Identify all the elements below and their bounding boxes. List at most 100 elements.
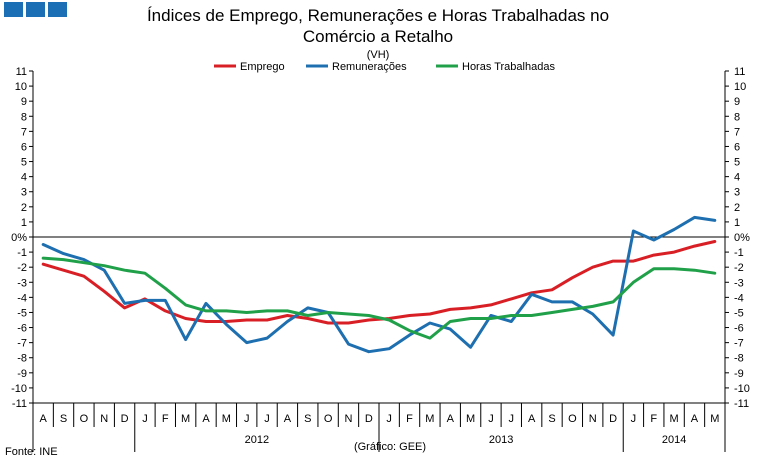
month-label: J xyxy=(142,413,148,425)
month-label: O xyxy=(568,413,577,425)
y-tick-label: -1 xyxy=(17,247,27,259)
year-label: 2014 xyxy=(662,434,686,446)
y-tick-label: -7 xyxy=(17,338,27,350)
y-tick-label: 11 xyxy=(16,66,27,78)
month-label: F xyxy=(162,413,169,425)
y-tick-label-right: -4 xyxy=(734,292,744,304)
month-label: A xyxy=(40,413,48,425)
y-tick-label-right: 0% xyxy=(734,232,750,244)
logo-block-3 xyxy=(48,2,67,17)
month-label: D xyxy=(365,413,373,425)
credit-note: (Gráfico: GEE) xyxy=(354,441,426,453)
month-label: M xyxy=(181,413,190,425)
y-tick-label: 4 xyxy=(21,172,27,184)
month-label: F xyxy=(650,413,657,425)
y-tick-label-right: -8 xyxy=(734,353,744,365)
logo-blocks xyxy=(4,2,67,17)
y-tick-label: 2 xyxy=(21,202,27,214)
month-label: D xyxy=(609,413,617,425)
month-label: F xyxy=(406,413,413,425)
month-label: M xyxy=(466,413,475,425)
chart-subtitle: (VH) xyxy=(367,49,390,61)
series-line-emprego xyxy=(41,240,717,325)
year-label: 2013 xyxy=(489,434,513,446)
logo-block-1 xyxy=(4,2,23,17)
month-label: J xyxy=(631,413,637,425)
y-tick-label-right: 1 xyxy=(734,217,740,229)
y-tick-label: 7 xyxy=(21,126,27,138)
month-label: S xyxy=(60,413,67,425)
chart-title-line2: Comércio a Retalho xyxy=(303,27,453,46)
y-tick-label: -5 xyxy=(17,307,27,319)
y-tick-label: -4 xyxy=(17,292,27,304)
month-label: M xyxy=(425,413,434,425)
y-tick-label: 5 xyxy=(21,157,27,169)
month-label: M xyxy=(670,413,679,425)
series-line-horas-trabalhadas xyxy=(41,256,717,340)
y-tick-label: -6 xyxy=(17,323,27,335)
y-tick-label: 10 xyxy=(15,81,27,93)
y-tick-label-right: 7 xyxy=(734,126,740,138)
month-label: S xyxy=(304,413,311,425)
y-tick-label-right: 8 xyxy=(734,111,740,123)
y-tick-label: 6 xyxy=(21,141,27,153)
month-label: J xyxy=(244,413,250,425)
y-tick-label: 8 xyxy=(21,111,27,123)
y-tick-label-right: 10 xyxy=(734,81,746,93)
month-label: A xyxy=(284,413,292,425)
series-group xyxy=(41,215,717,354)
legend-label: Remunerações xyxy=(332,61,407,73)
y-tick-label: 3 xyxy=(21,187,27,199)
legend-label: Emprego xyxy=(240,61,285,73)
y-tick-label: 1 xyxy=(21,217,27,229)
y-tick-label-right: -2 xyxy=(734,262,744,274)
month-label: N xyxy=(344,413,352,425)
y-tick-label-right: -9 xyxy=(734,368,744,380)
y-tick-label-right: 9 xyxy=(734,96,740,108)
y-tick-label-right: 2 xyxy=(734,202,740,214)
month-label: O xyxy=(324,413,333,425)
month-label: A xyxy=(447,413,455,425)
month-label: A xyxy=(691,413,699,425)
month-label: N xyxy=(100,413,108,425)
month-label: N xyxy=(589,413,597,425)
series-line-remunerações xyxy=(41,215,717,354)
legend: Emprego Remunerações Horas Trabalhadas xyxy=(214,61,555,73)
source-note: Fonte: INE xyxy=(5,446,58,458)
y-tick-label: -3 xyxy=(17,277,27,289)
month-label: A xyxy=(202,413,210,425)
month-label: J xyxy=(386,413,392,425)
y-tick-label-right: -7 xyxy=(734,338,744,350)
y-tick-label-right: -1 xyxy=(734,247,744,259)
y-tick-label-right: 4 xyxy=(734,172,740,184)
legend-label: Horas Trabalhadas xyxy=(462,61,555,73)
month-label: M xyxy=(710,413,719,425)
logo-block-2 xyxy=(26,2,45,17)
month-label: J xyxy=(264,413,270,425)
y-tick-label-right: -10 xyxy=(734,383,750,395)
chart-title-line1: Índices de Emprego, Remunerações e Horas… xyxy=(147,6,609,25)
y-tick-label: 9 xyxy=(21,96,27,108)
y-tick-label-right: -11 xyxy=(734,398,749,410)
y-tick-label: 0% xyxy=(11,232,27,244)
y-tick-label: -10 xyxy=(11,383,27,395)
month-label: D xyxy=(121,413,129,425)
y-tick-label: -9 xyxy=(17,368,27,380)
y-tick-label-right: -6 xyxy=(734,323,744,335)
y-tick-label-right: -3 xyxy=(734,277,744,289)
month-label: A xyxy=(528,413,536,425)
year-label: 2012 xyxy=(245,434,269,446)
month-label: J xyxy=(488,413,494,425)
y-tick-label-right: 11 xyxy=(734,66,745,78)
y-tick-label-right: 5 xyxy=(734,157,740,169)
month-label: J xyxy=(509,413,515,425)
y-tick-label-right: 3 xyxy=(734,187,740,199)
month-label: O xyxy=(80,413,89,425)
month-label: S xyxy=(548,413,555,425)
y-tick-label: -8 xyxy=(17,353,27,365)
y-tick-label: -2 xyxy=(17,262,27,274)
month-label: M xyxy=(222,413,231,425)
